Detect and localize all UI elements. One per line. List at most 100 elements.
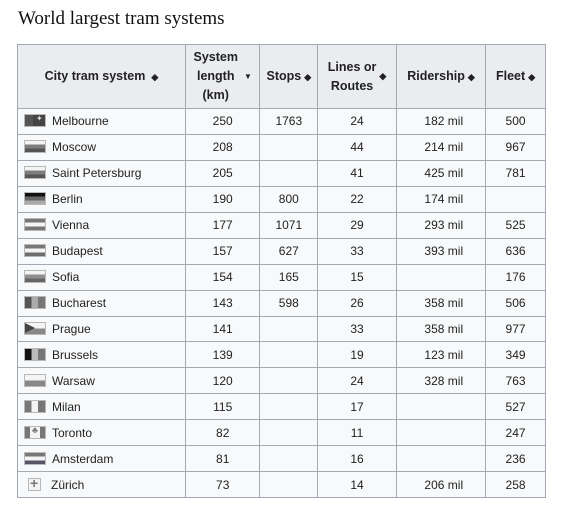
czech-flag-icon (24, 321, 46, 335)
fleet-cell: 636 (485, 237, 546, 265)
table-row: Prague 141 33 358 mil 977 (17, 315, 546, 343)
sort-both-icon[interactable]: ◆ (467, 71, 475, 82)
city-link[interactable]: Prague (52, 321, 91, 336)
column-header-fleet[interactable]: Fleet ◆ (485, 44, 546, 109)
city-cell: Moscow (17, 133, 186, 161)
length-cell: 143 (184, 289, 261, 317)
fleet-cell: 977 (485, 315, 546, 343)
stops-cell (259, 419, 319, 447)
stops-cell (259, 367, 319, 395)
column-header-length[interactable]: System length (km) ▼ (184, 44, 261, 109)
lines-cell: 44 (317, 133, 397, 161)
hungary-flag-icon (24, 244, 46, 258)
column-header-ridership[interactable]: Ridership ◆ (395, 44, 487, 109)
city-link[interactable]: Brussels (52, 347, 99, 362)
table-row: Moscow 208 44 214 mil 967 (17, 133, 546, 161)
city-cell: Warsaw (17, 367, 186, 395)
stops-cell (259, 445, 319, 473)
column-header-lines[interactable]: Lines or Routes ◆ (317, 44, 397, 109)
length-cell: 250 (184, 108, 261, 135)
ridership-cell (395, 393, 487, 421)
ridership-cell: 358 mil (395, 315, 487, 343)
city-link[interactable]: Sofia (52, 270, 80, 285)
stops-cell (259, 471, 319, 499)
lines-cell: 33 (317, 237, 397, 265)
city-link[interactable]: Vienna (52, 218, 90, 233)
column-header-ridership-label: Ridership (407, 68, 465, 83)
lines-cell: 33 (317, 315, 397, 343)
belgium-flag-icon (24, 347, 46, 361)
stops-cell: 1763 (259, 108, 319, 135)
city-link[interactable]: Melbourne (52, 114, 109, 129)
city-link[interactable]: Moscow (52, 140, 97, 155)
table-row: Vienna 177 1071 29 293 mil 525 (17, 211, 546, 239)
table-row: Melbourne 250 1763 24 182 mil 500 (17, 108, 546, 135)
russia-flag-icon (24, 166, 46, 180)
lines-cell: 24 (317, 108, 397, 135)
ridership-cell: 174 mil (395, 185, 487, 213)
length-cell: 73 (184, 471, 261, 499)
sort-down-icon[interactable]: ▼ (243, 72, 252, 81)
ridership-cell (395, 263, 487, 291)
russia-flag-icon (24, 140, 46, 154)
fleet-cell (485, 185, 546, 213)
city-link[interactable]: Amsterdam (52, 451, 114, 466)
column-header-stops[interactable]: Stops ◆ (259, 44, 319, 109)
city-link[interactable]: Bucharest (52, 296, 107, 311)
lines-cell: 24 (317, 367, 397, 395)
table-row: Brussels 139 19 123 mil 349 (17, 341, 546, 369)
bulgaria-flag-icon (24, 270, 46, 284)
length-cell: 115 (184, 393, 261, 421)
fleet-cell: 247 (485, 419, 546, 447)
austria-flag-icon (24, 218, 46, 232)
lines-cell: 29 (317, 211, 397, 239)
fleet-cell: 500 (485, 108, 546, 135)
australia-flag-icon (24, 114, 46, 128)
fleet-cell: 258 (485, 471, 546, 499)
city-link[interactable]: Warsaw (52, 373, 95, 388)
length-cell: 154 (184, 263, 261, 291)
city-link[interactable]: Zürich (51, 477, 85, 492)
lines-cell: 26 (317, 289, 397, 317)
city-cell: Sofia (17, 263, 186, 291)
column-header-city[interactable]: City tram system ◆ (17, 44, 186, 109)
sort-both-icon[interactable]: ◆ (304, 71, 312, 82)
lines-cell: 17 (317, 393, 397, 421)
city-cell: Bucharest (17, 289, 186, 317)
fleet-cell: 967 (485, 133, 546, 161)
lines-cell: 22 (317, 185, 397, 213)
stops-cell (259, 393, 319, 421)
city-link[interactable]: Milan (52, 399, 81, 414)
sort-both-icon[interactable]: ◆ (379, 71, 387, 81)
column-header-stops-label: Stops (266, 68, 302, 83)
city-link[interactable]: Toronto (52, 425, 93, 440)
column-header-lines-line2: Routes (330, 78, 374, 93)
ridership-cell: 182 mil (395, 108, 487, 135)
fleet-cell: 506 (485, 289, 546, 317)
table-row: Sofia 154 165 15 176 (17, 263, 546, 291)
length-cell: 177 (184, 211, 261, 239)
column-header-fleet-label: Fleet (496, 68, 526, 83)
sort-both-icon[interactable]: ◆ (151, 71, 159, 82)
length-cell: 139 (184, 341, 261, 369)
column-header-lines-line1: Lines or (327, 59, 377, 74)
city-link[interactable]: Saint Petersburg (52, 166, 142, 181)
ridership-cell: 293 mil (395, 211, 487, 239)
city-link[interactable]: Budapest (52, 244, 103, 259)
stops-cell: 1071 (259, 211, 319, 239)
table-row: Amsterdam 81 16 236 (17, 445, 546, 473)
fleet-cell: 781 (485, 159, 546, 187)
ridership-cell (395, 419, 487, 447)
lines-cell: 41 (317, 159, 397, 187)
city-cell: Prague (17, 315, 186, 343)
ridership-cell: 214 mil (395, 133, 487, 161)
lines-cell: 19 (317, 341, 397, 369)
length-cell: 208 (184, 133, 261, 161)
column-header-length-line2: length (196, 69, 235, 83)
lines-cell: 16 (317, 445, 397, 473)
sort-both-icon[interactable]: ◆ (528, 71, 536, 82)
city-cell: Melbourne (17, 108, 186, 135)
fleet-cell: 236 (485, 445, 546, 473)
city-link[interactable]: Berlin (52, 192, 83, 207)
romania-flag-icon (24, 296, 46, 310)
